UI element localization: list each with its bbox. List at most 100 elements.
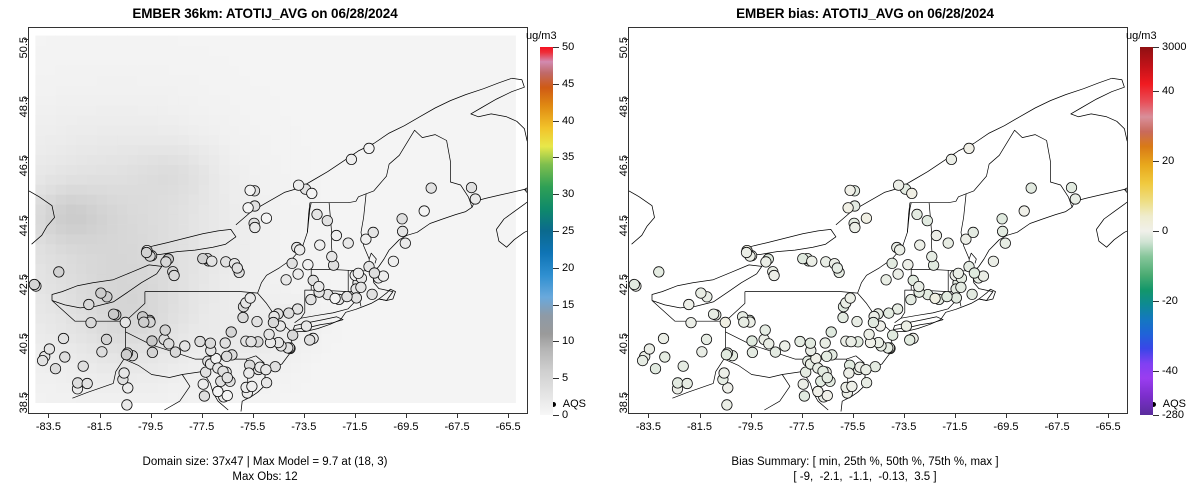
aqs-monitor-point[interactable] bbox=[719, 316, 731, 328]
aqs-monitor-point[interactable] bbox=[294, 244, 306, 256]
aqs-monitor-point[interactable] bbox=[738, 316, 750, 328]
aqs-monitor-point[interactable] bbox=[880, 274, 892, 286]
aqs-monitor-point[interactable] bbox=[905, 293, 917, 306]
aqs-monitor-point[interactable] bbox=[892, 268, 904, 280]
aqs-monitor-point[interactable] bbox=[138, 316, 150, 328]
aqs-monitor-point[interactable] bbox=[146, 346, 159, 358]
aqs-monitor-point[interactable] bbox=[59, 351, 71, 363]
aqs-monitor-point[interactable] bbox=[96, 346, 108, 358]
aqs-monitor-points[interactable] bbox=[629, 142, 1081, 411]
aqs-monitor-point[interactable] bbox=[746, 335, 758, 347]
aqs-monitor-point[interactable] bbox=[929, 292, 941, 304]
aqs-monitor-point[interactable] bbox=[696, 346, 708, 358]
aqs-monitor-point[interactable] bbox=[821, 372, 833, 384]
aqs-monitor-point[interactable] bbox=[653, 266, 665, 278]
aqs-monitor-point[interactable] bbox=[779, 340, 791, 352]
aqs-monitor-point[interactable] bbox=[326, 251, 338, 263]
aqs-monitor-point[interactable] bbox=[914, 239, 926, 251]
aqs-monitor-point[interactable] bbox=[844, 184, 856, 196]
aqs-monitor-point[interactable] bbox=[825, 326, 837, 338]
aqs-monitor-point[interactable] bbox=[708, 308, 720, 320]
aqs-monitor-point[interactable] bbox=[251, 315, 263, 328]
aqs-monitor-point[interactable] bbox=[396, 225, 409, 237]
aqs-monitor-point[interactable] bbox=[225, 326, 237, 338]
aqs-monitor-point[interactable] bbox=[121, 399, 133, 411]
aqs-monitor-point[interactable] bbox=[263, 328, 275, 340]
aqs-monitor-point[interactable] bbox=[221, 372, 233, 384]
aqs-monitor-point[interactable] bbox=[629, 278, 640, 291]
aqs-monitor-point[interactable] bbox=[659, 351, 671, 363]
aqs-monitor-point[interactable] bbox=[260, 364, 272, 376]
map-plot-model[interactable] bbox=[28, 27, 528, 414]
aqs-monitor-point[interactable] bbox=[168, 269, 180, 282]
aqs-monitor-point[interactable] bbox=[900, 320, 912, 332]
aqs-monitor-point[interactable] bbox=[243, 367, 255, 379]
aqs-monitor-point[interactable] bbox=[200, 366, 212, 378]
aqs-monitor-point[interactable] bbox=[345, 153, 357, 165]
aqs-monitor-point[interactable] bbox=[57, 332, 70, 345]
aqs-monitor-point[interactable] bbox=[886, 257, 898, 269]
aqs-monitor-point[interactable] bbox=[921, 215, 933, 227]
aqs-monitor-point[interactable] bbox=[95, 287, 107, 299]
aqs-monitor-point[interactable] bbox=[740, 246, 753, 259]
aqs-monitor-point[interactable] bbox=[769, 346, 781, 358]
aqs-monitor-point[interactable] bbox=[399, 237, 411, 249]
aqs-monitor-point[interactable] bbox=[396, 213, 408, 225]
aqs-monitor-point[interactable] bbox=[672, 377, 684, 389]
aqs-monitor-point[interactable] bbox=[140, 246, 153, 259]
aqs-monitor-point[interactable] bbox=[292, 268, 304, 280]
aqs-monitor-point[interactable] bbox=[700, 333, 713, 345]
aqs-monitor-point[interactable] bbox=[49, 363, 62, 375]
aqs-monitor-point[interactable] bbox=[960, 233, 972, 245]
aqs-monitor-point[interactable] bbox=[1065, 182, 1078, 194]
aqs-monitor-point[interactable] bbox=[657, 332, 670, 345]
aqs-monitor-point[interactable] bbox=[100, 333, 113, 345]
aqs-monitor-point[interactable] bbox=[231, 262, 243, 274]
aqs-monitor-point[interactable] bbox=[286, 257, 298, 269]
aqs-monitor-point[interactable] bbox=[768, 269, 780, 282]
aqs-monitor-point[interactable] bbox=[244, 292, 256, 304]
aqs-monitor-point[interactable] bbox=[244, 184, 256, 196]
aqs-monitor-point[interactable] bbox=[798, 390, 810, 402]
aqs-monitor-point[interactable] bbox=[987, 255, 999, 267]
aqs-monitor-point[interactable] bbox=[108, 308, 120, 320]
aqs-monitor-point[interactable] bbox=[363, 142, 375, 155]
aqs-monitor-point[interactable] bbox=[305, 293, 317, 306]
aqs-monitor-point[interactable] bbox=[759, 324, 771, 336]
aqs-monitor-point[interactable] bbox=[806, 255, 818, 267]
aqs-monitor-point[interactable] bbox=[366, 288, 378, 300]
aqs-monitor-point[interactable] bbox=[913, 281, 925, 293]
aqs-monitor-point[interactable] bbox=[43, 343, 55, 355]
aqs-monitor-point[interactable] bbox=[860, 364, 872, 376]
aqs-monitor-point[interactable] bbox=[845, 336, 857, 348]
aqs-monitor-point[interactable] bbox=[797, 378, 809, 390]
aqs-monitor-point[interactable] bbox=[1018, 205, 1030, 217]
aqs-monitor-point[interactable] bbox=[261, 377, 273, 389]
aqs-monitor-point[interactable] bbox=[221, 389, 233, 402]
aqs-monitor-point[interactable] bbox=[212, 385, 224, 398]
aqs-monitor-point[interactable] bbox=[843, 367, 855, 379]
aqs-monitor-point[interactable] bbox=[695, 287, 707, 299]
aqs-monitor-point[interactable] bbox=[851, 315, 863, 328]
aqs-monitor-point[interactable] bbox=[245, 336, 257, 348]
aqs-monitor-point[interactable] bbox=[77, 360, 89, 372]
aqs-monitor-point[interactable] bbox=[221, 350, 233, 362]
aqs-monitor-point[interactable] bbox=[831, 262, 843, 274]
aqs-monitor-point[interactable] bbox=[955, 281, 967, 293]
map-plot-bias[interactable] bbox=[628, 27, 1128, 414]
aqs-monitor-point[interactable] bbox=[681, 377, 693, 390]
aqs-monitor-point[interactable] bbox=[718, 367, 730, 379]
aqs-monitor-point[interactable] bbox=[355, 281, 367, 293]
aqs-monitor-point[interactable] bbox=[29, 278, 40, 291]
aqs-monitor-point[interactable] bbox=[683, 298, 695, 311]
aqs-monitor-point[interactable] bbox=[267, 316, 279, 329]
aqs-monitor-point[interactable] bbox=[996, 213, 1008, 225]
aqs-monitor-point[interactable] bbox=[966, 288, 978, 300]
aqs-monitor-point[interactable] bbox=[637, 354, 649, 367]
aqs-monitor-point[interactable] bbox=[887, 329, 899, 341]
aqs-monitor-point[interactable] bbox=[330, 229, 342, 242]
aqs-monitor-point[interactable] bbox=[849, 221, 861, 234]
aqs-monitor-point[interactable] bbox=[1025, 182, 1037, 194]
aqs-monitor-point[interactable] bbox=[720, 349, 733, 361]
aqs-monitor-point[interactable] bbox=[869, 361, 881, 373]
